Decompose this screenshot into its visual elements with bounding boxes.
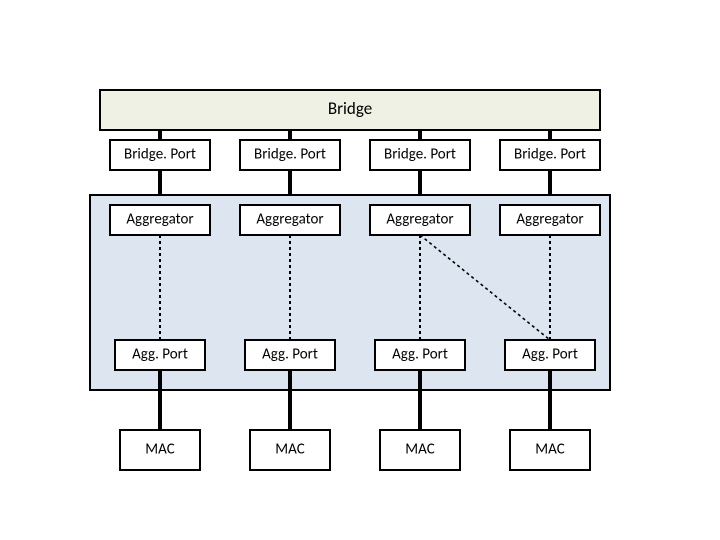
- aggregator-label-1: Aggregator: [256, 211, 323, 229]
- aggregator-label-2: Aggregator: [386, 211, 453, 229]
- mac-label-3: MAC: [535, 441, 564, 459]
- aggregator-label-3: Aggregator: [516, 211, 583, 229]
- mac-label-0: MAC: [145, 441, 174, 459]
- bridgeport-label-0: Bridge. Port: [124, 146, 196, 164]
- aggregator-label-0: Aggregator: [126, 211, 193, 229]
- bridgeport-label-3: Bridge. Port: [514, 146, 586, 164]
- mac-label-1: MAC: [275, 441, 304, 459]
- aggport-label-3: Agg. Port: [522, 346, 578, 364]
- aggport-label-2: Agg. Port: [392, 346, 448, 364]
- mac-label-2: MAC: [405, 441, 434, 459]
- bridgeport-label-2: Bridge. Port: [384, 146, 456, 164]
- aggport-label-0: Agg. Port: [132, 346, 188, 364]
- bridge-label: Bridge: [328, 98, 372, 119]
- bridgeport-label-1: Bridge. Port: [254, 146, 326, 164]
- aggport-label-1: Agg. Port: [262, 346, 318, 364]
